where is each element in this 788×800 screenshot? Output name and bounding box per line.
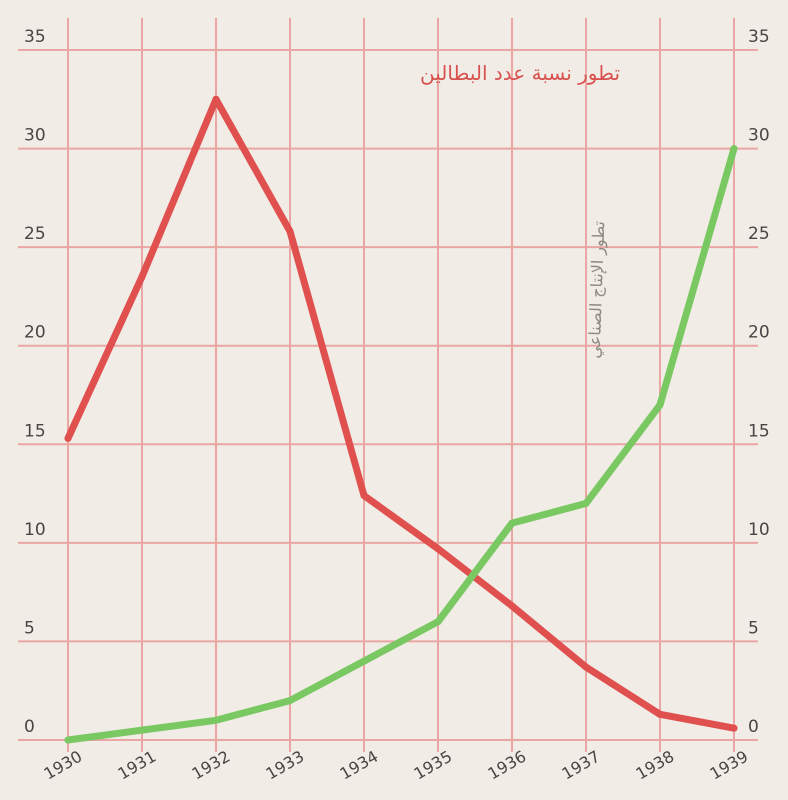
y-left-tick-label: 15: [24, 421, 46, 441]
y-left-tick-label: 30: [24, 126, 46, 146]
x-tick-label: 1930: [41, 747, 86, 784]
x-tick-label: 1939: [707, 747, 752, 784]
green-series-point: [508, 519, 516, 527]
red-series-point: [212, 95, 220, 103]
red-series-point: [656, 710, 664, 718]
y-left-tick-label: 25: [24, 224, 46, 244]
y-right-tick-label: 15: [748, 421, 770, 441]
y-left-tick-label: 10: [24, 520, 46, 540]
green-series-line: [64, 145, 738, 744]
green-series-point: [360, 657, 368, 665]
y-right-tick-label: 25: [748, 224, 770, 244]
y-right-tick-label: 0: [748, 717, 759, 737]
green-series-point: [656, 401, 664, 409]
y-left-tick-label: 35: [24, 27, 46, 47]
green-series-point: [434, 618, 442, 626]
grid: [18, 18, 758, 752]
x-tick-label: 1932: [189, 747, 234, 784]
red-series-point: [508, 602, 516, 610]
x-tick-label: 1935: [411, 747, 456, 784]
x-tick-label: 1936: [485, 747, 530, 784]
x-tick-label: 1931: [115, 747, 160, 784]
green-series-label: تطور الإنتاج الصناعي: [585, 221, 610, 359]
y-left-tick-label: 5: [24, 618, 35, 638]
y-right-tick-label: 5: [748, 618, 759, 638]
y-right-tick-label: 10: [748, 520, 770, 540]
x-tick-label: 1938: [633, 747, 678, 784]
x-tick-label: 1933: [263, 747, 308, 784]
red-series-point: [730, 724, 738, 732]
red-series-point: [360, 492, 368, 500]
x-tick-label: 1934: [337, 747, 382, 784]
y-right-tick-label: 35: [748, 27, 770, 47]
y-left-tick-label: 0: [24, 717, 35, 737]
x-tick-label: 1937: [559, 747, 604, 784]
red-series-point: [286, 227, 294, 235]
green-series-point: [582, 499, 590, 507]
green-series-point: [212, 716, 220, 724]
red-series-point: [138, 273, 146, 281]
green-series-point: [138, 726, 146, 734]
y-right-tick-label: 20: [748, 323, 770, 343]
red-series-point: [582, 663, 590, 671]
y-right-tick-label: 30: [748, 126, 770, 146]
red-series-label: تطور نسبة عدد البطالين: [420, 61, 620, 85]
green-series-point: [286, 697, 294, 705]
green-series-point: [730, 145, 738, 153]
red-series-line: [64, 95, 738, 732]
red-series-point: [434, 545, 442, 553]
y-left-tick-label: 20: [24, 323, 46, 343]
series: [64, 95, 738, 744]
green-series-point: [64, 736, 72, 744]
red-series-point: [64, 434, 72, 442]
